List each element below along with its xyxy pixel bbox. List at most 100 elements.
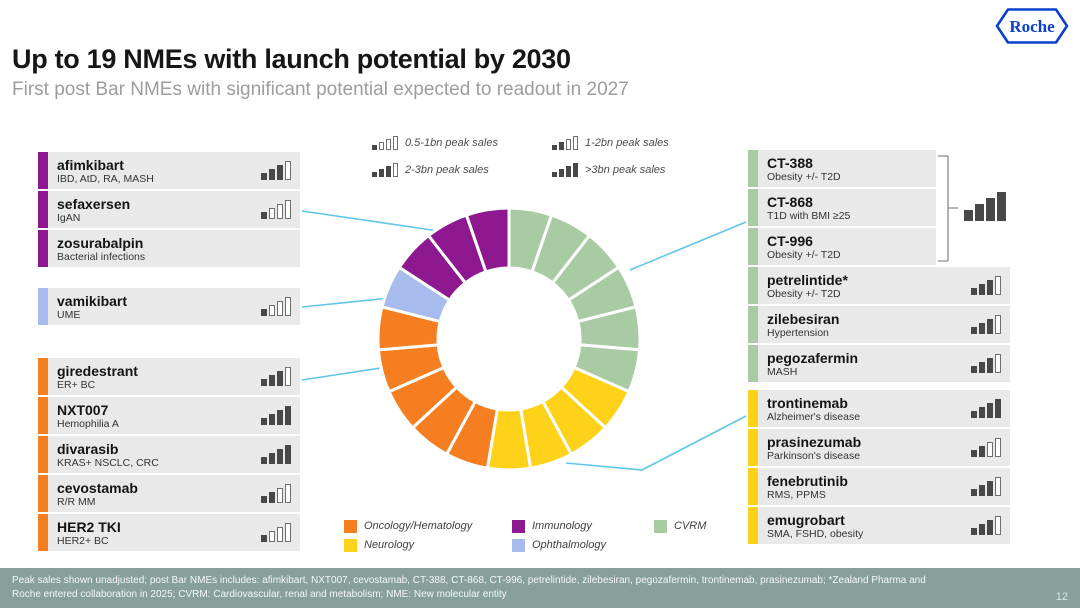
nme-text: emugrobart SMA, FSHD, obesity: [758, 512, 971, 540]
nme-prasinezumab: prasinezumab Parkinson's disease: [748, 429, 1010, 466]
bar-4: [285, 484, 291, 503]
peak-sales-legend: 0.5-1bn peak sales 1-2bn peak sales 2-3bn …: [372, 129, 732, 183]
bar-2: [979, 446, 985, 457]
bar-3: [987, 520, 993, 535]
nme-name: trontinemab: [767, 394, 848, 411]
category-label: CVRM: [674, 520, 707, 532]
nme-nxt007: NXT007 Hemophilia A: [38, 397, 300, 434]
nme-text: zosurabalpin Bacterial infections: [48, 235, 300, 263]
bar-2: [559, 142, 564, 150]
peak-sales-bars: [552, 136, 578, 150]
category-strip-neurology: [748, 507, 758, 544]
bar-1: [971, 528, 977, 535]
bar-2: [269, 169, 275, 180]
peak-sales-legend-entry: >3bn peak sales: [552, 156, 732, 183]
bar-2: [975, 204, 984, 221]
roche-logo: Roche: [995, 8, 1069, 44]
ct-group-bracket: [938, 155, 958, 262]
category-swatch-immunology: [512, 519, 525, 533]
category-strip-cvrm: [748, 306, 758, 343]
category-label: Ophthalmology: [532, 539, 606, 551]
bar-3: [277, 449, 283, 464]
peak-sales-legend-label: >3bn peak sales: [585, 164, 666, 176]
bar-3: [277, 301, 283, 316]
bar-4: [995, 354, 1001, 373]
bar-4: [285, 523, 291, 542]
bar-4: [285, 297, 291, 316]
page-number: 12: [1055, 591, 1068, 603]
bar-1: [971, 450, 977, 457]
nme-indication: UME: [57, 308, 81, 321]
bar-2: [979, 362, 985, 373]
bar-2: [979, 323, 985, 334]
bar-4: [573, 136, 578, 150]
footer-line-2: Roche entered collaboration in 2025; CVR…: [12, 589, 507, 600]
oncology-group: giredestrant ER+ BC NXT007 Hemophilia A diva…: [38, 358, 300, 551]
right-items-column: CT-388 Obesity +/- T2D CT-868 T1D with BMI …: [748, 150, 1010, 546]
nme-petrelintide-: petrelintide* Obesity +/- T2D: [748, 267, 1010, 304]
bar-1: [552, 145, 557, 150]
category-strip-immunology: [38, 230, 48, 267]
nme-indication: Obesity +/- T2D: [767, 170, 841, 183]
bar-4: [995, 516, 1001, 535]
bar-4: [285, 200, 291, 219]
nme-indication: Alzheimer's disease: [767, 410, 861, 423]
category-label: Immunology: [532, 520, 592, 532]
nme-fenebrutinib: fenebrutinib RMS, PPMS: [748, 468, 1010, 505]
peak-sales-bars: [261, 445, 291, 464]
nme-indication: Hemophilia A: [57, 417, 119, 430]
bar-3: [986, 198, 995, 221]
roche-logo-text: Roche: [1009, 17, 1055, 36]
bar-4: [393, 163, 398, 177]
bar-1: [261, 309, 267, 316]
nme-vamikibart: vamikibart UME: [38, 288, 300, 325]
nme-name: petrelintide*: [767, 271, 848, 288]
peak-sales-legend-entry: 0.5-1bn peak sales: [372, 129, 552, 156]
nme-text: sefaxersen IgAN: [48, 196, 261, 224]
nme-ct-388: CT-388 Obesity +/- T2D: [748, 150, 936, 187]
nme-emugrobart: emugrobart SMA, FSHD, obesity: [748, 507, 1010, 544]
peak-sales-bars: [261, 523, 291, 542]
category-strip-immunology: [38, 191, 48, 228]
nme-indication: IBD, AtD, RA, MASH: [57, 172, 154, 185]
peak-sales-bars: [552, 163, 578, 177]
peak-sales-bars: [261, 161, 291, 180]
peak-sales-bars: [971, 354, 1001, 373]
bar-3: [386, 139, 391, 150]
bar-3: [566, 166, 571, 177]
category-strip-cvrm: [748, 189, 758, 226]
bar-3: [277, 488, 283, 503]
peak-sales-bars: [971, 315, 1001, 334]
nme-name: vamikibart: [57, 292, 128, 309]
bar-2: [559, 169, 564, 177]
category-strip-cvrm: [748, 228, 758, 265]
peak-sales-bars: [261, 367, 291, 386]
nme-text: zilebesiran Hypertension: [758, 311, 971, 339]
nme-pegozafermin: pegozafermin MASH: [748, 345, 1010, 382]
nme-sefaxersen: sefaxersen IgAN: [38, 191, 300, 228]
bar-4: [285, 445, 291, 464]
bar-4: [995, 315, 1001, 334]
nme-name: NXT007: [57, 401, 109, 418]
bar-4: [285, 161, 291, 180]
bar-1: [372, 145, 377, 150]
nme-name: giredestrant: [57, 362, 138, 379]
left-items-column: afimkibart IBD, AtD, RA, MASH sefaxersen Ig…: [38, 152, 300, 553]
bar-1: [372, 172, 377, 177]
cvrm-group: CT-388 Obesity +/- T2D CT-868 T1D with BMI …: [748, 150, 1010, 382]
category-strip-neurology: [748, 429, 758, 466]
nme-name: CT-388: [767, 154, 813, 171]
nme-trontinemab: trontinemab Alzheimer's disease: [748, 390, 1010, 427]
bar-3: [987, 442, 993, 457]
nme-giredestrant: giredestrant ER+ BC: [38, 358, 300, 395]
bar-4: [995, 399, 1001, 418]
bar-2: [979, 485, 985, 496]
bar-4: [573, 163, 578, 177]
nme-text: petrelintide* Obesity +/- T2D: [758, 272, 971, 300]
nme-afimkibart: afimkibart IBD, AtD, RA, MASH: [38, 152, 300, 189]
category-strip-ophthalmology: [38, 288, 48, 325]
bar-4: [997, 192, 1006, 221]
nme-cevostamab: cevostamab R/R MM: [38, 475, 300, 512]
bar-2: [979, 407, 985, 418]
